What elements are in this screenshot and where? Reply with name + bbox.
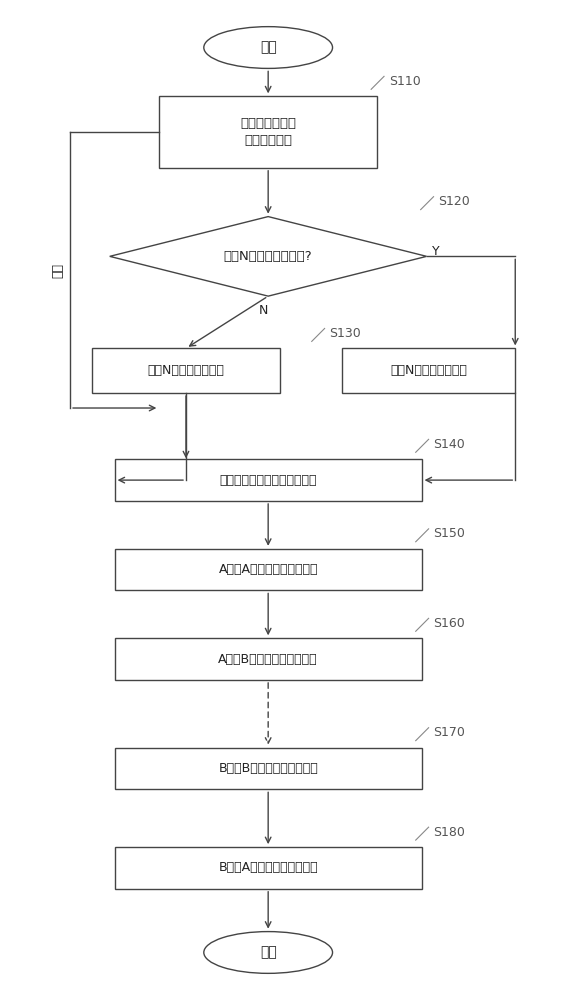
- Text: B采用A公钥对摘要进行验证: B采用A公钥对摘要进行验证: [218, 861, 318, 874]
- Text: 开始: 开始: [260, 41, 276, 55]
- Text: N: N: [259, 304, 268, 317]
- Text: A采用A私钥对摘要进行签名: A采用A私钥对摘要进行签名: [219, 563, 318, 576]
- Text: 读取N个非对称密钥对: 读取N个非对称密钥对: [390, 364, 467, 377]
- Text: 存在N对非对称密钥对?: 存在N对非对称密钥对?: [224, 250, 312, 263]
- Bar: [115, 459, 421, 501]
- Text: S170: S170: [433, 726, 465, 739]
- Bar: [115, 748, 421, 789]
- Ellipse shape: [204, 27, 332, 68]
- Text: 对组态存档数据进行摘要计算: 对组态存档数据进行摘要计算: [219, 474, 317, 487]
- Text: 获取硬件授权控
制器物理标识: 获取硬件授权控 制器物理标识: [240, 117, 296, 147]
- Bar: [115, 638, 421, 680]
- Text: 产生N个非对称密钥对: 产生N个非对称密钥对: [147, 364, 224, 377]
- Ellipse shape: [204, 932, 332, 973]
- Polygon shape: [110, 217, 427, 296]
- Text: S150: S150: [433, 527, 465, 540]
- Bar: [92, 348, 280, 393]
- Bar: [342, 348, 515, 393]
- Text: A采用B公钥对存档进行加密: A采用B公钥对存档进行加密: [218, 653, 318, 666]
- Text: S110: S110: [389, 75, 421, 88]
- Text: B采用B私钥对存档进行解密: B采用B私钥对存档进行解密: [218, 762, 318, 775]
- Text: S160: S160: [433, 617, 465, 630]
- Text: S130: S130: [329, 327, 361, 340]
- Bar: [115, 549, 421, 590]
- Text: S120: S120: [439, 195, 471, 208]
- Text: S140: S140: [433, 438, 465, 451]
- Text: 存续: 存续: [52, 263, 65, 278]
- Text: S180: S180: [433, 826, 465, 839]
- Bar: [159, 96, 377, 168]
- Text: 结束: 结束: [260, 945, 276, 959]
- Text: Y: Y: [432, 245, 439, 258]
- Bar: [115, 847, 421, 889]
